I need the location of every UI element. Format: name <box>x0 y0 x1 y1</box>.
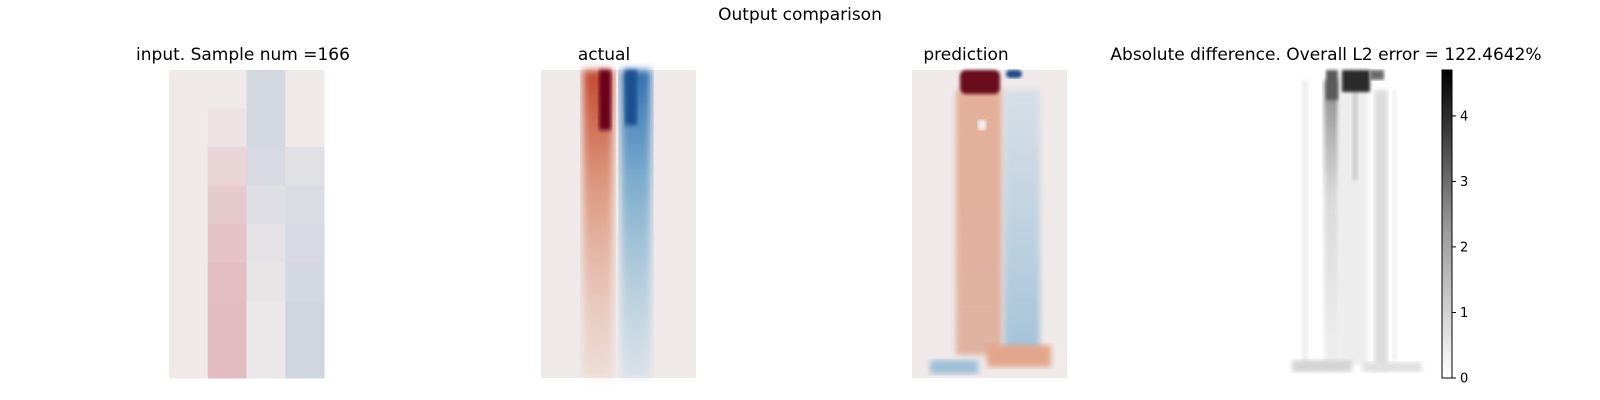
actual-panel-title: actual <box>577 45 631 65</box>
input-heatmap-cell <box>207 185 247 225</box>
difference-left-band <box>1324 80 1340 370</box>
input-heatmap-cell <box>207 224 247 263</box>
colorbar-ticks: 0 1 2 3 4 <box>1452 109 1468 387</box>
difference-bottom-right <box>1362 362 1422 372</box>
input-heatmap-cell <box>169 224 209 263</box>
input-heatmap-cell <box>169 147 209 186</box>
prediction-bottom-artifact-red <box>987 345 1051 367</box>
input-heatmap-cell <box>246 262 286 302</box>
input-heatmap-cell <box>169 70 209 109</box>
actual-positive-peak <box>599 70 611 130</box>
input-heatmap-cell <box>207 70 247 109</box>
input-heatmap-cell <box>285 70 325 109</box>
colorbar-tick-label: 0 <box>1460 372 1468 387</box>
prediction-heatmap <box>912 70 1067 378</box>
difference-left-edge <box>1302 80 1308 370</box>
difference-peak-right <box>1370 70 1384 80</box>
input-heatmap-cell <box>285 339 325 379</box>
difference-right-edge <box>1392 90 1397 360</box>
prediction-positive-peak <box>960 70 1000 94</box>
input-heatmap-cell <box>246 108 286 148</box>
actual-heatmap <box>541 70 696 378</box>
input-panel-title: input. Sample num =166 <box>136 45 350 65</box>
input-heatmap-cell <box>169 185 209 225</box>
input-heatmap <box>169 70 325 379</box>
input-heatmap-cell <box>246 70 286 109</box>
input-heatmap-cell <box>207 262 247 302</box>
difference-colorbar: 0 1 2 3 4 <box>1441 69 1468 387</box>
input-heatmap-cell <box>207 147 247 186</box>
difference-right-band <box>1374 90 1388 370</box>
input-heatmap-cell <box>169 339 209 379</box>
colorbar-tick-label: 4 <box>1460 109 1468 124</box>
input-heatmap-cell <box>285 262 325 302</box>
prediction-negative-peak <box>1006 70 1022 78</box>
input-heatmap-cell <box>169 301 209 340</box>
difference-peak-left <box>1326 70 1338 100</box>
prediction-bottom-artifact-blue <box>930 360 978 374</box>
difference-middle-spot <box>1352 80 1358 180</box>
colorbar-tick-label: 2 <box>1460 240 1468 255</box>
actual-background <box>541 70 696 378</box>
input-heatmap-cell <box>169 262 209 302</box>
difference-peak-top <box>1342 70 1370 92</box>
prediction-panel-title: prediction <box>923 45 1009 65</box>
input-heatmap-cell <box>207 301 247 340</box>
input-heatmap-cell <box>207 339 247 379</box>
input-heatmap-cell <box>285 224 325 263</box>
input-heatmap-cell <box>285 108 325 148</box>
input-heatmap-cell <box>246 301 286 340</box>
figure-title: Output comparison <box>718 5 882 25</box>
colorbar-gradient <box>1441 69 1453 379</box>
colorbar-tick-label: 3 <box>1460 175 1468 190</box>
prediction-positive-band <box>956 90 1002 355</box>
prediction-light-spot <box>978 120 986 130</box>
input-heatmap-cell <box>285 301 325 340</box>
colorbar-tick-label: 1 <box>1460 306 1468 321</box>
difference-heatmap <box>1282 70 1437 378</box>
difference-panel-title: Absolute difference. Overall L2 error = … <box>1110 45 1542 65</box>
difference-bottom-left <box>1292 360 1352 372</box>
input-heatmap-cell <box>285 147 325 186</box>
input-heatmap-cell <box>246 147 286 186</box>
actual-negative-peak <box>625 70 637 125</box>
input-heatmap-cell <box>207 108 247 148</box>
input-heatmap-cell <box>246 224 286 263</box>
input-heatmap-cell <box>169 108 209 148</box>
input-heatmap-cell <box>246 339 286 379</box>
prediction-negative-band <box>1004 90 1040 360</box>
input-heatmap-cell <box>246 185 286 225</box>
input-heatmap-cell <box>285 185 325 225</box>
